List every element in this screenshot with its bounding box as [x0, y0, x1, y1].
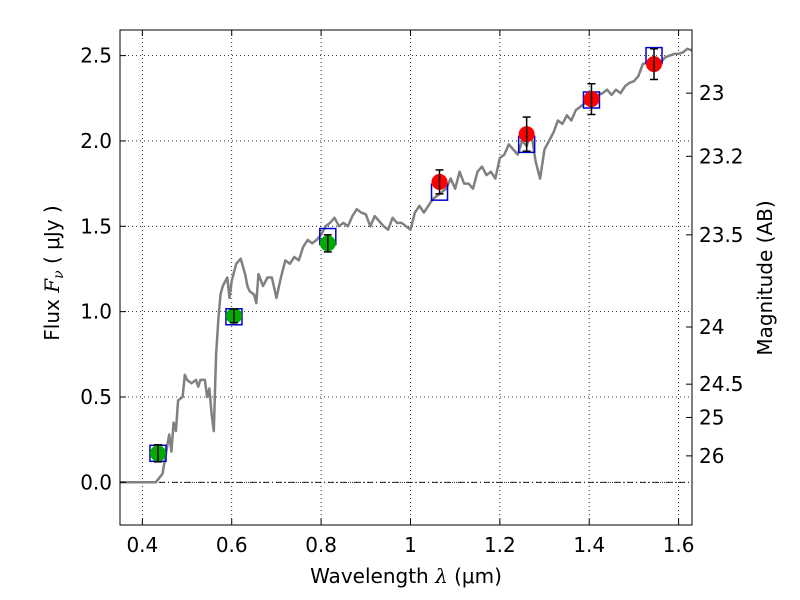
y-tick-label: 1.5 [80, 214, 112, 238]
y-tick-label: 1.0 [80, 300, 112, 324]
x-tick-label: 0.6 [216, 533, 248, 557]
y2-tick-label: 25 [699, 405, 724, 429]
tick-layer: 0.4 0.6 0.8 1 1.2 1.4 1.6 0.0 0.5 1.0 1.5 2.0 2.5 23 2… [80, 30, 744, 557]
x-tick-label: 0.4 [126, 533, 158, 557]
plot-frame [119, 29, 693, 526]
y-tick-label: 2.5 [80, 44, 112, 68]
x-tick-label: 0.8 [305, 533, 337, 557]
x-tick-label: 1.2 [484, 533, 516, 557]
y2-tick-label: 23.2 [699, 144, 744, 168]
y-axis-label: Flux Fν ( μJy ) [40, 205, 67, 340]
y-tick-label: 2.0 [80, 129, 112, 153]
y2-tick-label: 23.5 [699, 223, 744, 247]
y2-tick-label: 24 [699, 315, 724, 339]
grid-layer [120, 30, 692, 525]
y2-tick-label: 23 [699, 81, 724, 105]
model-photometry-layer [149, 46, 663, 463]
x-tick-label: 1 [404, 533, 417, 557]
y2-tick-label: 24.5 [699, 372, 744, 396]
y-tick-label: 0.0 [80, 470, 112, 494]
y-tick-label: 0.5 [80, 385, 112, 409]
observed-points-layer [149, 48, 663, 463]
x-tick-label: 1.4 [573, 533, 605, 557]
spectrum-layer [120, 47, 693, 484]
y2-tick-label: 26 [699, 444, 724, 468]
y2-axis-label: Magnitude (AB) [753, 200, 777, 355]
x-tick-label: 1.6 [663, 533, 695, 557]
x-axis-label: Wavelength λ (μm) [310, 564, 502, 588]
spectrum-line [120, 47, 693, 484]
